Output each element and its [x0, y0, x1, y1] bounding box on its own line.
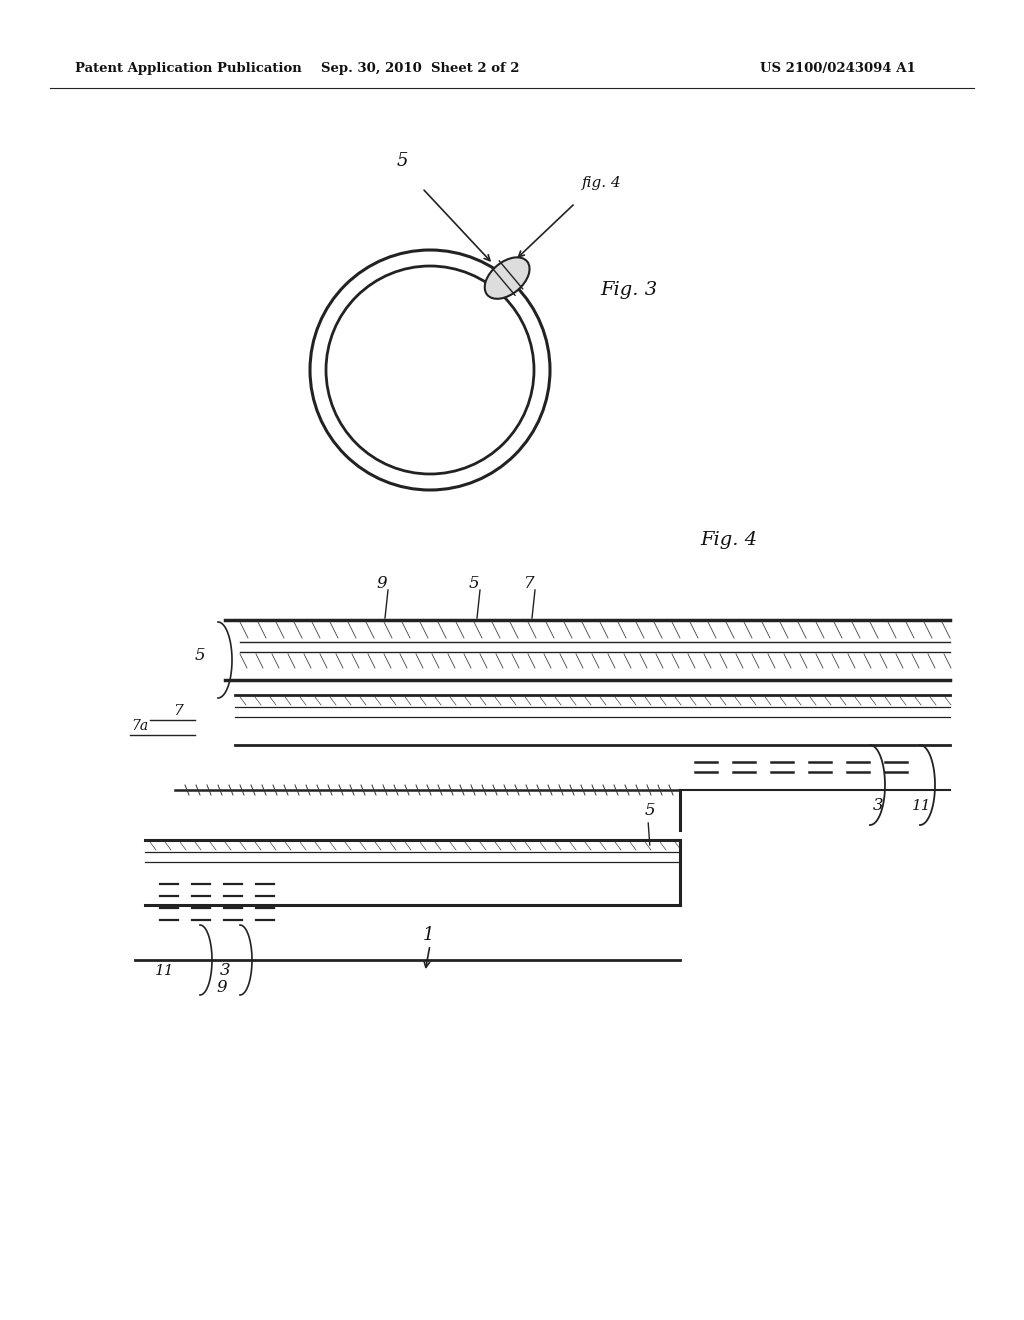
- Text: Fig. 3: Fig. 3: [600, 281, 657, 300]
- Text: 7: 7: [523, 576, 535, 591]
- Text: Fig. 4: Fig. 4: [700, 531, 757, 549]
- Text: fig. 4: fig. 4: [582, 176, 622, 190]
- Text: Sep. 30, 2010  Sheet 2 of 2: Sep. 30, 2010 Sheet 2 of 2: [321, 62, 519, 75]
- Text: 5: 5: [195, 647, 205, 664]
- Text: 11: 11: [912, 799, 932, 813]
- Text: 5: 5: [645, 803, 655, 818]
- Text: 3: 3: [220, 962, 230, 979]
- Text: 11: 11: [156, 964, 175, 978]
- Text: 5: 5: [396, 152, 408, 170]
- Text: 3: 3: [872, 797, 884, 814]
- Text: 9: 9: [377, 576, 387, 591]
- Text: 1: 1: [422, 927, 434, 944]
- Text: US 2100/0243094 A1: US 2100/0243094 A1: [760, 62, 915, 75]
- Ellipse shape: [484, 257, 529, 298]
- Text: 7a: 7a: [131, 719, 148, 733]
- Text: Patent Application Publication: Patent Application Publication: [75, 62, 302, 75]
- Text: 7: 7: [173, 704, 183, 718]
- Text: 9: 9: [217, 979, 227, 997]
- Text: 5: 5: [469, 576, 479, 591]
